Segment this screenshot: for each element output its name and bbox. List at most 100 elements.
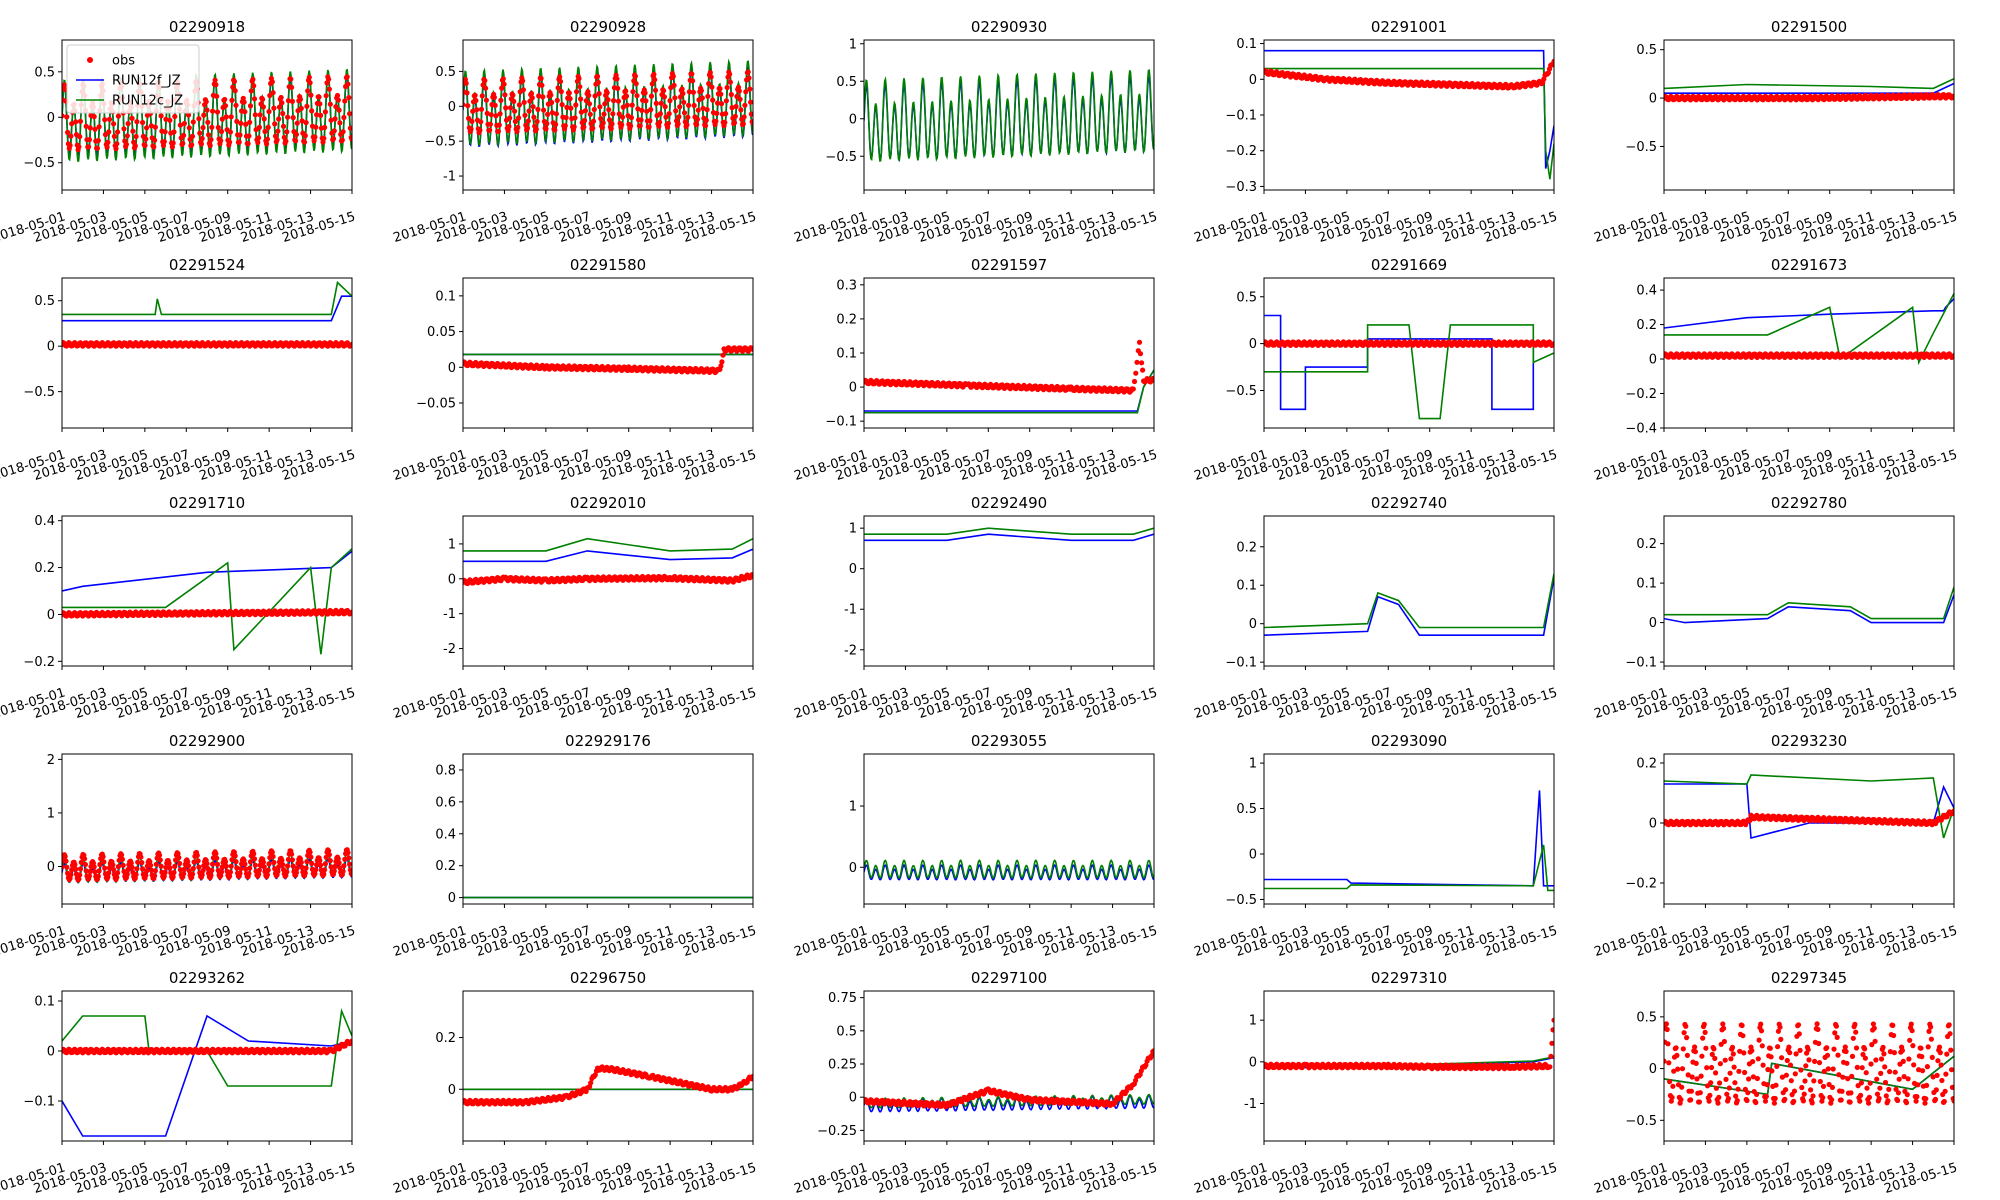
obs-point [318, 862, 324, 868]
y-tick-label: 0 [849, 381, 857, 396]
obs-point [695, 107, 701, 113]
legend-label: obs [112, 54, 135, 69]
obs-point [729, 105, 735, 111]
obs-point [163, 116, 169, 122]
y-tick-label: 1 [448, 537, 456, 552]
obs-point [210, 108, 216, 114]
obs-point [582, 108, 589, 114]
obs-point [101, 859, 107, 865]
obs-point [114, 141, 120, 147]
obs-point [237, 132, 243, 138]
obs-point [616, 111, 622, 117]
obs-point [515, 124, 521, 131]
obs-point [714, 110, 720, 116]
obs-point [596, 91, 602, 97]
obs-point [260, 859, 266, 865]
obs-point [649, 81, 655, 87]
obs-point [520, 87, 527, 93]
obs-point [171, 129, 177, 135]
obs-point [598, 116, 604, 122]
axes-frame [462, 753, 754, 905]
obs-point [628, 115, 635, 121]
y-tick-label: −0.4 [1625, 422, 1657, 437]
series-line-RUN12c_JZ [1664, 77, 1954, 90]
subplot-02291001: 02291001−0.3−0.2−0.100.12018-05-012018-0… [1193, 18, 1560, 246]
obs-point [600, 120, 606, 126]
obs-point [238, 866, 244, 872]
obs-point [1551, 58, 1554, 64]
obs-point [592, 93, 598, 99]
obs-point [470, 108, 476, 114]
obs-point [162, 869, 168, 876]
axes-frame [462, 515, 754, 667]
obs-point [303, 120, 309, 126]
obs-point [86, 144, 92, 150]
obs-point [567, 96, 573, 102]
obs-point [264, 141, 270, 147]
obs-point [266, 861, 272, 867]
obs-point [327, 101, 333, 107]
obs-point [288, 76, 294, 82]
obs-point [713, 118, 719, 124]
subplot-02291669: 02291669−0.500.52018-05-012018-05-032018… [1193, 256, 1560, 484]
obs-point [309, 108, 315, 114]
y-tick-label: −0.5 [1225, 384, 1257, 399]
obs-point [308, 854, 314, 860]
obs-point [77, 872, 83, 878]
obs-point [528, 90, 535, 97]
obs-point [73, 866, 79, 872]
obs-point [586, 92, 592, 98]
obs-point [204, 107, 210, 113]
obs-point [177, 122, 183, 128]
obs-point [611, 98, 617, 104]
obs-point [544, 121, 550, 127]
obs-point [171, 869, 177, 876]
obs-point [529, 95, 535, 101]
obs-point [530, 104, 536, 110]
obs-point [105, 139, 111, 145]
obs-point [194, 852, 200, 859]
obs-point [303, 865, 309, 871]
obs-point [557, 74, 563, 80]
y-tick-label: 0 [448, 891, 456, 906]
obs-point [265, 867, 271, 873]
obs-point [297, 96, 303, 102]
obs-point [123, 141, 129, 147]
obs-point [643, 98, 649, 104]
obs-point [474, 107, 480, 113]
obs-point [336, 860, 342, 866]
obs-point [657, 119, 663, 125]
obs-point [143, 136, 149, 142]
y-tick-label: −0.5 [1625, 140, 1657, 155]
obs-point [737, 96, 743, 102]
obs-point [578, 109, 585, 115]
obs-point [229, 97, 235, 103]
obs-point [181, 866, 187, 872]
obs-point [261, 864, 267, 870]
series-line-RUN12f_JZ [62, 295, 352, 322]
obs-point [271, 859, 277, 866]
obs-point [540, 94, 546, 100]
obs-point [133, 133, 139, 140]
axes-frame [1263, 277, 1555, 429]
obs-point [144, 868, 150, 874]
obs-point [111, 133, 117, 139]
obs-point [77, 866, 84, 872]
obs-point [332, 116, 338, 122]
obs-point [590, 125, 596, 131]
obs-point [568, 105, 574, 111]
obs-point [690, 78, 696, 84]
obs-point [152, 137, 158, 143]
subplot-title: 02292780 [1771, 494, 1847, 512]
obs-point [466, 115, 472, 121]
obs-point [506, 123, 512, 130]
obs-point [134, 119, 140, 125]
obs-point [87, 125, 93, 131]
obs-point [662, 104, 668, 110]
obs-point [236, 139, 242, 145]
obs-point [233, 102, 239, 108]
subplot-02293055: 02293055012018-05-012018-05-032018-05-05… [793, 732, 1160, 960]
y-tick-label: −0.2 [1225, 144, 1257, 159]
obs-point [247, 119, 253, 125]
